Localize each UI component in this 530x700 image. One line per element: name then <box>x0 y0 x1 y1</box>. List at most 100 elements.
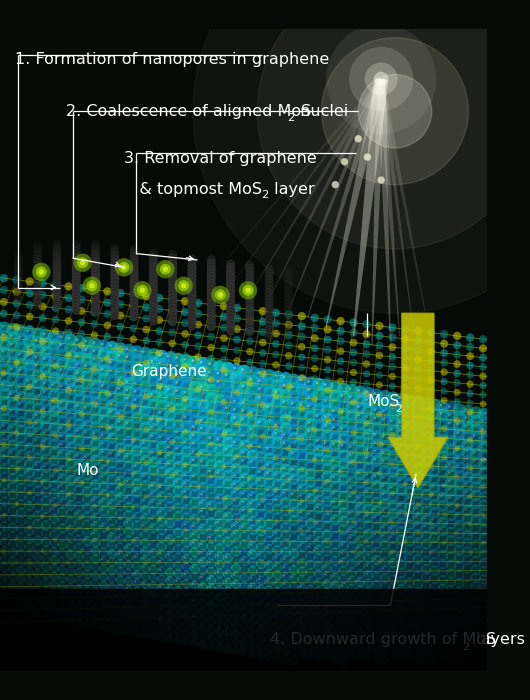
Circle shape <box>56 382 68 394</box>
Circle shape <box>90 463 101 474</box>
Circle shape <box>130 256 138 264</box>
Circle shape <box>2 561 6 566</box>
Circle shape <box>467 400 473 406</box>
Circle shape <box>455 474 460 480</box>
Circle shape <box>83 620 92 629</box>
Circle shape <box>27 467 32 472</box>
Circle shape <box>382 559 385 561</box>
Circle shape <box>363 545 374 556</box>
Circle shape <box>39 314 47 322</box>
Circle shape <box>165 517 175 528</box>
Circle shape <box>413 629 423 638</box>
Circle shape <box>323 315 332 323</box>
Circle shape <box>196 528 200 532</box>
Circle shape <box>35 414 37 416</box>
Circle shape <box>122 419 135 430</box>
Circle shape <box>142 508 145 510</box>
Circle shape <box>79 480 84 485</box>
Circle shape <box>32 411 43 422</box>
Circle shape <box>471 648 481 657</box>
Circle shape <box>82 461 93 472</box>
Circle shape <box>147 390 160 402</box>
Circle shape <box>7 489 18 500</box>
Circle shape <box>66 538 71 542</box>
Circle shape <box>354 419 366 431</box>
Circle shape <box>364 450 369 456</box>
Circle shape <box>355 135 362 142</box>
Circle shape <box>338 524 349 535</box>
Circle shape <box>111 291 119 300</box>
Circle shape <box>299 488 304 493</box>
Circle shape <box>233 639 236 642</box>
Circle shape <box>468 503 472 507</box>
Circle shape <box>57 490 68 500</box>
Circle shape <box>209 496 213 500</box>
Circle shape <box>14 274 22 282</box>
Circle shape <box>246 301 254 309</box>
Circle shape <box>374 71 388 86</box>
Circle shape <box>258 396 261 398</box>
Circle shape <box>189 522 200 533</box>
Circle shape <box>454 389 461 396</box>
Circle shape <box>280 530 291 541</box>
Circle shape <box>189 447 200 458</box>
Circle shape <box>57 432 68 443</box>
Circle shape <box>314 586 324 596</box>
Circle shape <box>437 484 448 496</box>
Circle shape <box>233 336 241 344</box>
Text: & topmost MoS: & topmost MoS <box>124 181 262 197</box>
Circle shape <box>149 290 157 298</box>
Circle shape <box>98 481 109 491</box>
Circle shape <box>371 522 382 533</box>
Circle shape <box>16 599 26 608</box>
Circle shape <box>492 402 499 409</box>
Circle shape <box>235 550 239 554</box>
Circle shape <box>107 532 117 542</box>
Circle shape <box>156 425 167 437</box>
Circle shape <box>265 272 273 280</box>
Circle shape <box>174 276 193 295</box>
Circle shape <box>372 646 381 656</box>
Circle shape <box>471 564 481 575</box>
Circle shape <box>316 588 319 591</box>
Circle shape <box>64 333 77 346</box>
Circle shape <box>305 476 316 488</box>
Circle shape <box>223 603 233 612</box>
Circle shape <box>445 427 457 440</box>
Circle shape <box>492 374 500 382</box>
Circle shape <box>149 307 157 315</box>
Circle shape <box>354 461 366 473</box>
Circle shape <box>217 380 219 383</box>
Circle shape <box>263 477 275 489</box>
Circle shape <box>230 388 242 400</box>
Circle shape <box>164 384 176 397</box>
Circle shape <box>188 308 196 316</box>
Circle shape <box>316 538 319 541</box>
Circle shape <box>53 245 61 253</box>
Circle shape <box>374 533 376 535</box>
Circle shape <box>465 425 467 428</box>
Circle shape <box>364 550 369 554</box>
Circle shape <box>107 466 118 477</box>
Circle shape <box>305 601 315 611</box>
Circle shape <box>226 320 235 328</box>
Circle shape <box>143 337 150 344</box>
Circle shape <box>207 306 215 314</box>
Circle shape <box>231 571 241 581</box>
Circle shape <box>493 420 499 427</box>
Circle shape <box>76 379 78 382</box>
Circle shape <box>289 556 299 567</box>
Circle shape <box>437 583 448 594</box>
Circle shape <box>53 286 61 294</box>
Circle shape <box>354 435 366 447</box>
Circle shape <box>298 364 305 371</box>
Circle shape <box>248 475 252 480</box>
Circle shape <box>118 503 120 505</box>
Circle shape <box>461 413 474 426</box>
Circle shape <box>190 555 200 566</box>
Circle shape <box>117 346 124 353</box>
Circle shape <box>284 326 293 335</box>
Circle shape <box>363 454 374 466</box>
Circle shape <box>118 560 122 565</box>
Circle shape <box>32 427 43 439</box>
